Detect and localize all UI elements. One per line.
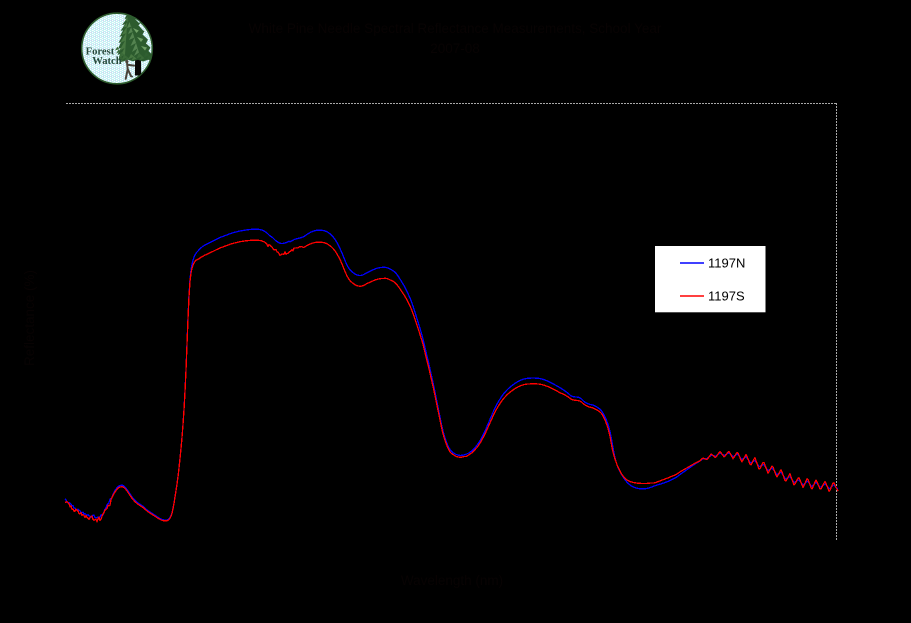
svg-text:1197S: 1197S (708, 289, 745, 304)
svg-text:1197N: 1197N (708, 256, 745, 271)
svg-text:Forest: Forest (86, 46, 115, 57)
svg-text:Watch: Watch (92, 56, 122, 67)
svg-text:Wavelength (nm): Wavelength (nm) (401, 573, 503, 588)
svg-text:Reflectance (%): Reflectance (%) (22, 270, 37, 366)
svg-text:White Pine Needle Spectral Ref: White Pine Needle Spectral Reflectance M… (249, 21, 662, 36)
svg-text:2007-08: 2007-08 (430, 41, 480, 56)
